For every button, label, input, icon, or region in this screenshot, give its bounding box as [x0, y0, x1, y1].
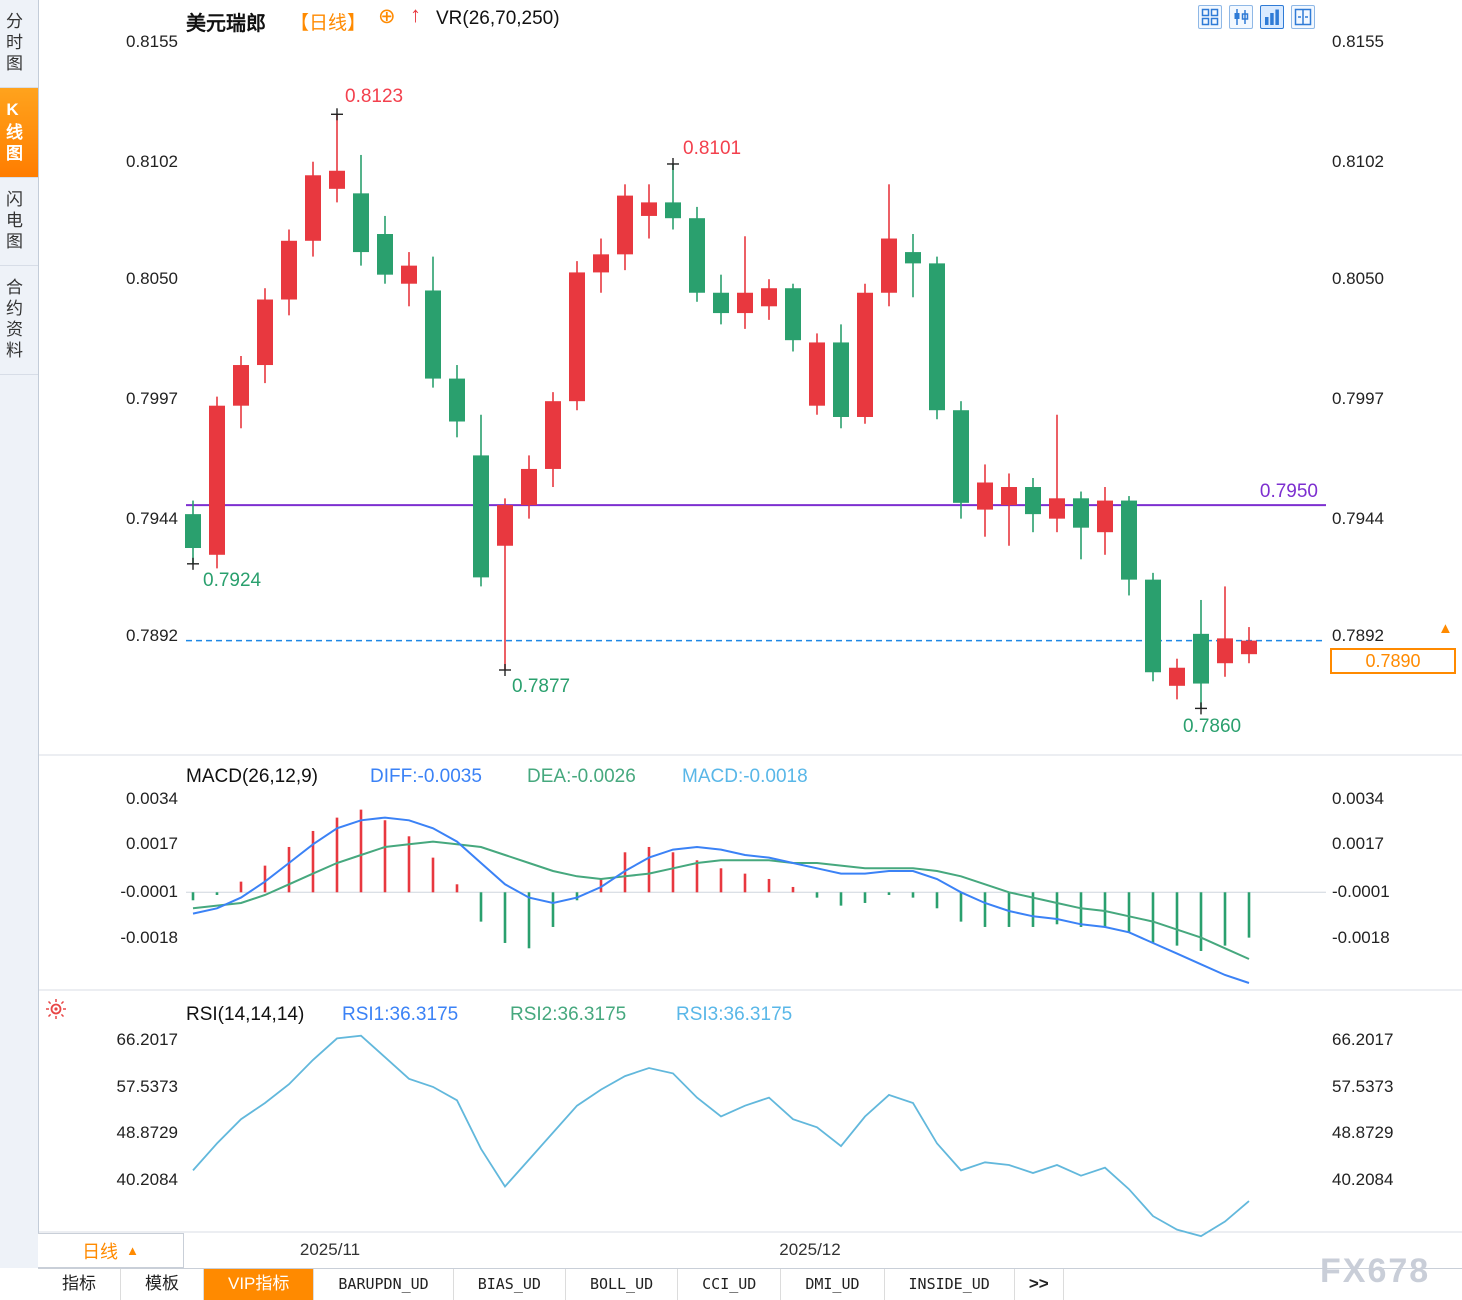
add-overlay-icon[interactable]: ⊕ [378, 5, 396, 28]
tab-boll-ud[interactable]: BOLL_UD [566, 1269, 679, 1300]
layout-icon-group [1198, 5, 1315, 29]
panel-separators [38, 754, 1462, 1233]
sidebar-tab-contract-info[interactable]: 合约资料 [0, 266, 38, 375]
rsi-layer [192, 1034, 1250, 1238]
tab-dmi-ud[interactable]: DMI_UD [781, 1269, 885, 1300]
period-arrow-icon: ▲ [126, 1243, 139, 1258]
panes-layout-icon[interactable] [1291, 5, 1315, 29]
grid-layout-icon[interactable] [1198, 5, 1222, 29]
candles-layer [185, 114, 1257, 709]
left-sidebar: 分时图 K线图 闪电图 合约资料 [0, 0, 39, 1268]
tab-vip-indicators[interactable]: VIP指标 [204, 1269, 315, 1300]
macd-layer [186, 809, 1326, 984]
sidebar-tab-time-chart[interactable]: 分时图 [0, 0, 38, 88]
sidebar-tab-kline-chart[interactable]: K线图 [0, 88, 38, 178]
tab-indicators[interactable]: 指标 [38, 1269, 121, 1300]
more-indicators-button[interactable]: >> [1015, 1269, 1064, 1300]
tab-templates[interactable]: 模板 [121, 1269, 204, 1300]
tab-barupdn-ud[interactable]: BARUPDN_UD [314, 1269, 454, 1300]
tab-inside-ud[interactable]: INSIDE_UD [885, 1269, 1015, 1300]
candles-layout-icon[interactable] [1229, 5, 1253, 29]
extreme-markers [187, 108, 1207, 715]
sun-icon[interactable] [44, 997, 68, 1026]
tab-bias-ud[interactable]: BIAS_UD [454, 1269, 566, 1300]
bottom-tab-bar: 指标 模板 VIP指标 BARUPDN_UD BIAS_UD BOLL_UD C… [38, 1268, 1462, 1300]
period-label: 日线 [82, 1241, 119, 1262]
watermark: FX678 [1320, 1252, 1431, 1290]
tab-cci-ud[interactable]: CCI_UD [678, 1269, 782, 1300]
bars-layout-icon[interactable] [1260, 5, 1284, 29]
sidebar-tab-lightning-chart[interactable]: 闪电图 [0, 178, 38, 266]
period-selector[interactable]: 日线 ▲ [38, 1233, 184, 1268]
